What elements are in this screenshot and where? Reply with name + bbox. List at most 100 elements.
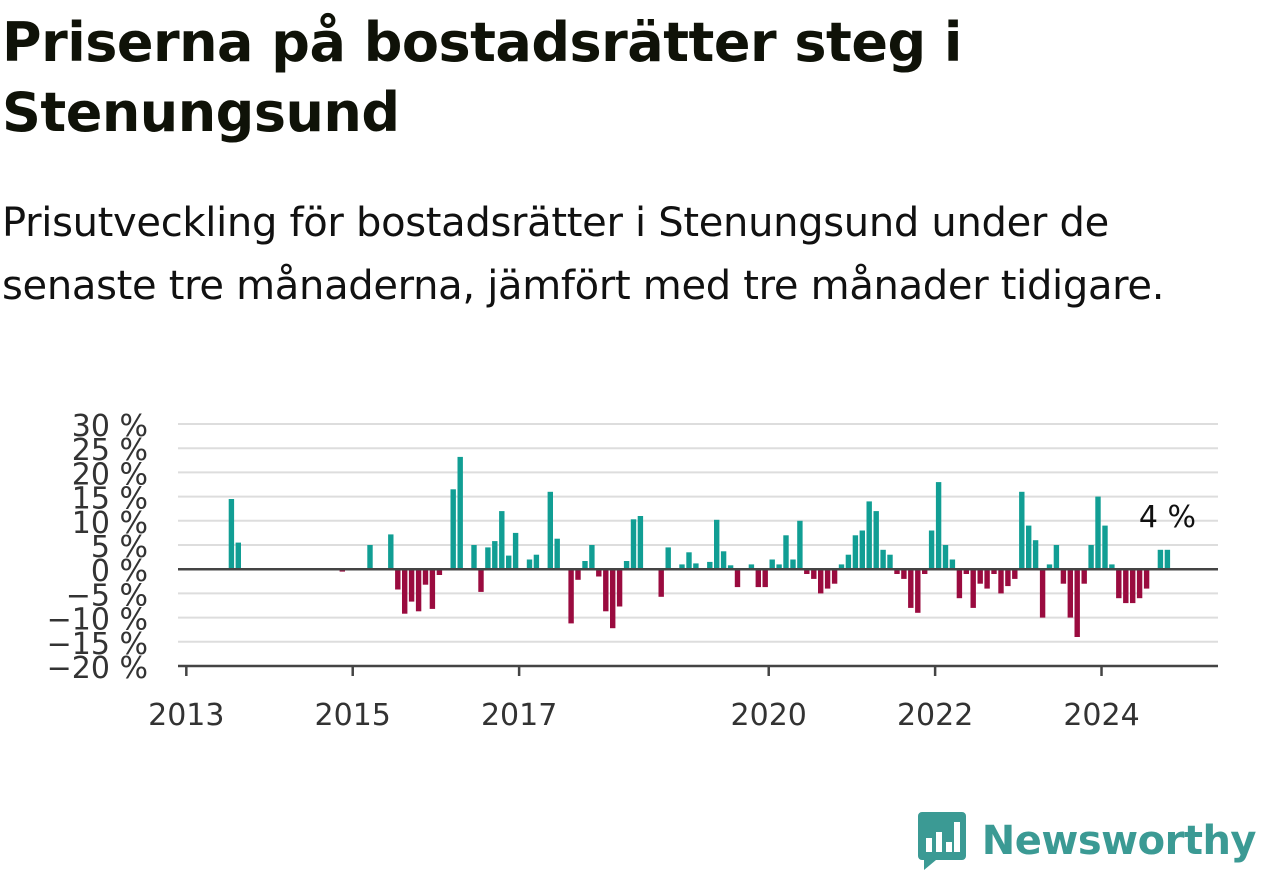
- bar: [1053, 545, 1060, 570]
- bar: [852, 535, 859, 570]
- bar: [499, 511, 505, 570]
- bar: [1136, 569, 1143, 599]
- bar: [589, 545, 595, 570]
- bar: [873, 511, 879, 570]
- bar: [637, 516, 644, 570]
- y-tick-label: −5 %: [66, 578, 148, 613]
- bar: [1074, 569, 1080, 637]
- bar: [707, 561, 713, 570]
- y-tick-label: −20 %: [47, 651, 148, 686]
- x-tick-label: 2024: [1063, 698, 1139, 733]
- newsworthy-logo-icon: [917, 812, 966, 870]
- bar: [748, 564, 755, 570]
- bar: [616, 569, 623, 607]
- bar: [623, 561, 630, 570]
- x-tick-label: 2020: [731, 698, 807, 733]
- bar: [734, 569, 741, 588]
- bar: [942, 545, 949, 570]
- bar: [575, 569, 581, 580]
- bar: [908, 569, 914, 608]
- bar: [603, 569, 609, 612]
- bar: [568, 569, 574, 624]
- bar: [831, 569, 838, 584]
- bar: [818, 569, 824, 594]
- x-tick-label: 2015: [315, 698, 391, 733]
- last-value-label: 4 %: [1139, 500, 1196, 535]
- bar: [228, 499, 235, 570]
- bar: [665, 547, 671, 570]
- chart-title: Priserna på bostadsrätter steg i Stenung…: [2, 11, 962, 144]
- bar: [478, 569, 484, 592]
- bar: [235, 542, 241, 570]
- bar: [811, 569, 817, 579]
- bar: [422, 569, 429, 585]
- bar: [512, 532, 519, 570]
- x-tick-label: 2013: [148, 698, 224, 733]
- bar: [956, 569, 963, 599]
- bar: [970, 569, 976, 608]
- bar: [880, 549, 886, 570]
- bar: [658, 569, 664, 597]
- bar: [1039, 569, 1046, 618]
- brand-name: Newsworthy: [981, 818, 1257, 864]
- chart-subtitle: Prisutveckling för bostadsrätter i Stenu…: [2, 200, 1165, 309]
- bar: [901, 569, 907, 579]
- x-tick-label: 2022: [897, 698, 973, 733]
- bar: [1060, 569, 1067, 584]
- y-tick-label: 20 %: [72, 457, 148, 492]
- bar: [471, 545, 477, 570]
- bar: [998, 569, 1004, 594]
- bar: [866, 501, 872, 570]
- bar: [1081, 569, 1087, 584]
- bar: [526, 559, 533, 570]
- bar: [977, 569, 983, 584]
- bar: [1067, 569, 1073, 618]
- y-tick-label: 5 %: [91, 530, 148, 565]
- bar: [429, 569, 436, 609]
- y-tick-label: −15 %: [47, 627, 148, 662]
- bar: [838, 564, 845, 570]
- bar: [935, 482, 942, 570]
- bar: [533, 554, 540, 570]
- bar: [1032, 540, 1039, 570]
- bar: [693, 563, 699, 570]
- bar: [1130, 569, 1136, 604]
- bar: [1095, 496, 1101, 570]
- bar: [804, 569, 810, 574]
- bar: [1088, 545, 1094, 570]
- bar: [720, 551, 727, 570]
- bars: [228, 456, 1171, 637]
- y-tick-label: 25 %: [72, 433, 148, 468]
- bar: [928, 530, 935, 570]
- bar: [457, 456, 463, 570]
- bar: [388, 534, 394, 570]
- bar: [582, 561, 588, 570]
- bar: [845, 554, 852, 570]
- grid-lines: [178, 423, 1218, 667]
- bar: [949, 559, 956, 570]
- bar: [1019, 491, 1025, 570]
- bar: [963, 569, 969, 574]
- bar: [686, 552, 692, 570]
- bar: [630, 519, 637, 570]
- bar: [915, 569, 921, 613]
- bar: [554, 538, 560, 570]
- bar: [402, 569, 408, 614]
- bar: [776, 564, 782, 570]
- bar: [1164, 549, 1171, 570]
- bar: [1046, 564, 1053, 570]
- y-tick-label: 30 %: [72, 409, 148, 444]
- bar: [714, 519, 720, 570]
- bar: [984, 569, 990, 589]
- bar: [824, 569, 831, 589]
- bar: [415, 569, 422, 612]
- y-tick-label: −10 %: [47, 603, 148, 638]
- bar: [1116, 569, 1122, 599]
- bar: [1123, 569, 1129, 604]
- bar: [492, 541, 498, 570]
- bar: [367, 545, 373, 570]
- bar: [762, 569, 768, 588]
- bar: [922, 569, 928, 574]
- bar: [727, 565, 734, 570]
- bar: [547, 491, 553, 570]
